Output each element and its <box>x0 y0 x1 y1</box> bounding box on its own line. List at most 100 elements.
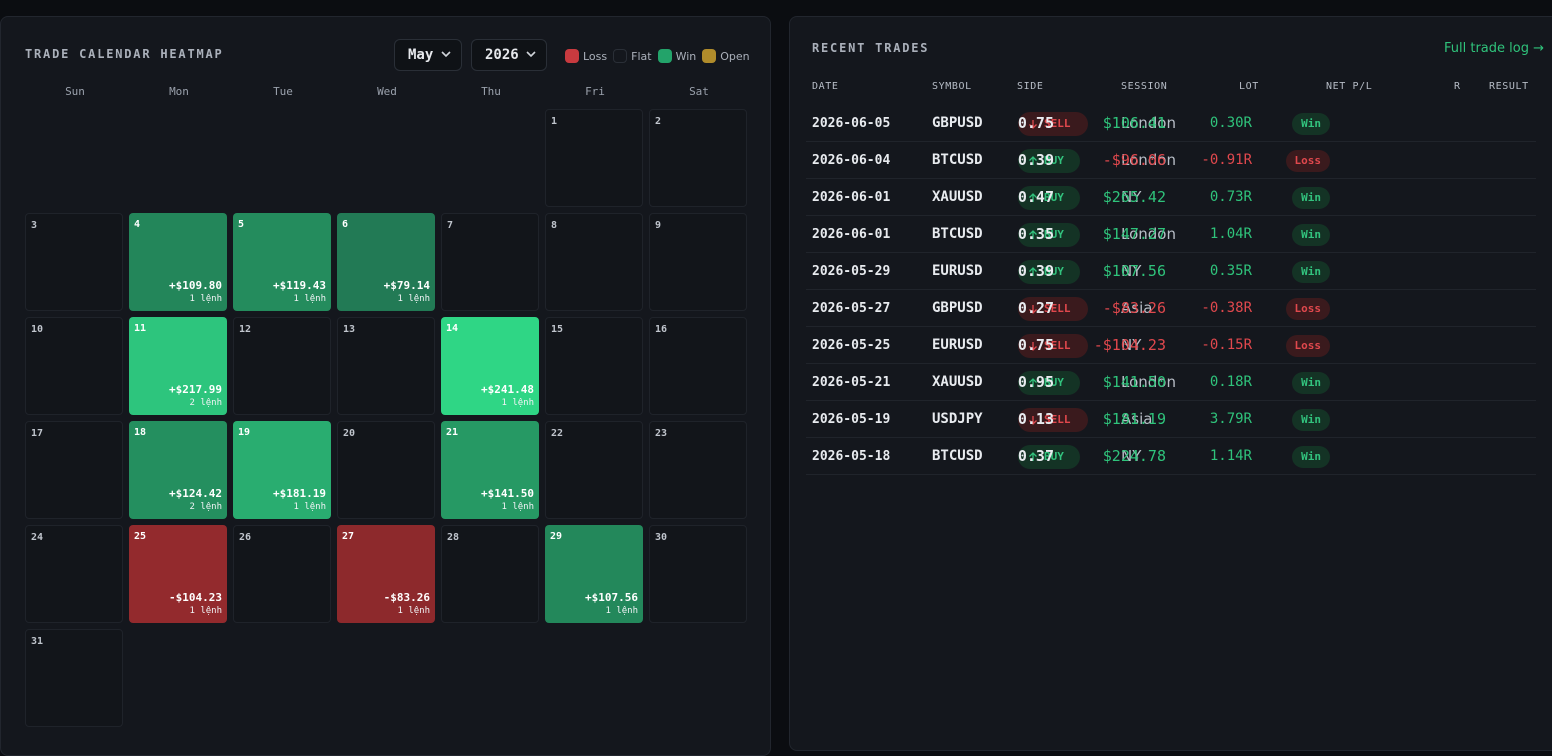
trade-lot: 0.39 <box>1017 151 1054 169</box>
day-pnl: +$79.14 <box>383 279 430 292</box>
table-row[interactable]: 2026-05-25 EURUSD SELL NY 0.75 -$104.23 -0.15R… <box>806 327 1536 364</box>
calendar-day-cell[interactable]: 31 <box>25 629 123 727</box>
calendar-day-cell[interactable]: 5 +$119.43 1 lệnh <box>233 213 331 311</box>
calendar-day-cell[interactable]: 11 +$217.99 2 lệnh <box>129 317 227 415</box>
calendar-day-cell[interactable]: 20 <box>337 421 435 519</box>
calendar-day-cell[interactable]: 21 +$141.50 1 lệnh <box>441 421 539 519</box>
trade-net-pnl: -$83.26 <box>1102 299 1166 317</box>
trade-symbol: USDJPY <box>932 411 983 427</box>
trade-lot: 0.47 <box>1017 188 1054 206</box>
col-header-result[interactable]: RESULT <box>1489 81 1529 92</box>
calendar-day-cell[interactable]: 13 <box>337 317 435 415</box>
trade-r-multiple: 0.35R <box>1209 263 1252 279</box>
calendar-day-cell[interactable]: 15 <box>545 317 643 415</box>
trade-session: London <box>1121 373 1176 391</box>
calendar-day-cell[interactable]: 4 +$109.80 1 lệnh <box>129 213 227 311</box>
legend-open-swatch <box>702 49 717 63</box>
calendar-day-cell[interactable]: 24 <box>25 525 123 623</box>
table-row[interactable]: 2026-06-01 BTCUSD BUY London 0.35 $147.27 1.04… <box>806 216 1536 253</box>
full-trade-log-link[interactable]: Full trade log → <box>1444 41 1544 56</box>
calendar-day-cell[interactable]: 10 <box>25 317 123 415</box>
col-header-r[interactable]: R <box>1454 81 1461 92</box>
heatmap-legend: Loss Flat Win Open <box>565 48 756 64</box>
weekday-label: Fri <box>585 85 605 98</box>
year-select-value: 2026 <box>485 47 519 63</box>
trade-net-pnl: $141.50 <box>1102 373 1166 391</box>
calendar-day-cell[interactable]: 18 +$124.42 2 lệnh <box>129 421 227 519</box>
calendar-day-cell[interactable]: 19 +$181.19 1 lệnh <box>233 421 331 519</box>
trade-r-multiple: 1.04R <box>1209 226 1252 242</box>
calendar-day-cell[interactable]: 29 +$107.56 1 lệnh <box>545 525 643 623</box>
col-header-lot[interactable]: LOT <box>1239 81 1259 92</box>
day-pnl: +$141.50 <box>481 487 534 500</box>
calendar-day-cell[interactable]: 17 <box>25 421 123 519</box>
trade-r-multiple: -0.38R <box>1201 300 1252 316</box>
side-label: SELL <box>1044 413 1071 426</box>
col-header-net[interactable]: NET P/L <box>1326 81 1373 92</box>
calendar-day-cell[interactable]: 16 <box>649 317 747 415</box>
day-number: 16 <box>655 324 668 335</box>
day-trade-count: 1 lệnh <box>397 294 430 304</box>
calendar-day-cell[interactable]: 3 <box>25 213 123 311</box>
day-number: 18 <box>134 427 147 438</box>
col-header-side[interactable]: SIDE <box>1017 81 1044 92</box>
table-row[interactable]: 2026-05-27 GBPUSD SELL Asia 0.27 -$83.26 -0.38… <box>806 290 1536 327</box>
side-label: BUY <box>1044 450 1064 463</box>
calendar-day-cell[interactable]: 22 <box>545 421 643 519</box>
calendar-day-cell[interactable]: 2 <box>649 109 747 207</box>
trade-symbol: GBPUSD <box>932 300 983 316</box>
calendar-day-cell[interactable]: 27 -$83.26 1 lệnh <box>337 525 435 623</box>
col-header-session[interactable]: SESSION <box>1121 81 1168 92</box>
calendar-day-cell[interactable]: 25 -$104.23 1 lệnh <box>129 525 227 623</box>
result-badge: Win <box>1292 224 1330 246</box>
legend-loss: Loss <box>565 49 607 63</box>
month-select-value: May <box>408 47 434 63</box>
day-number: 31 <box>31 636 44 647</box>
trade-date: 2026-05-29 <box>812 264 891 279</box>
day-pnl: -$104.23 <box>169 591 222 604</box>
day-number: 22 <box>551 428 564 439</box>
table-row[interactable]: 2026-06-04 BTCUSD BUY London 0.39 -$96.06 -0.9… <box>806 142 1536 179</box>
table-row[interactable]: 2026-05-18 BTCUSD BUY NY 0.37 $224.78 1.14R Win <box>806 438 1536 475</box>
col-header-date[interactable]: DATE <box>812 81 839 92</box>
calendar-day-cell[interactable]: 9 <box>649 213 747 311</box>
table-row[interactable]: 2026-06-01 XAUUSD BUY NY 0.47 $265.42 0.73R Win <box>806 179 1536 216</box>
legend-open: Open <box>702 49 750 63</box>
calendar-day-cell[interactable]: 1 <box>545 109 643 207</box>
calendar-panel: TRADE CALENDAR HEATMAP May 2026 Loss Fla… <box>0 16 771 756</box>
recent-trades-panel: RECENT TRADES Full trade log → DATE SYMB… <box>789 16 1552 751</box>
calendar-day-cell[interactable]: 28 <box>441 525 539 623</box>
day-number: 15 <box>551 324 564 335</box>
day-pnl: +$124.42 <box>169 487 222 500</box>
result-badge: Win <box>1292 187 1330 209</box>
day-number: 28 <box>447 532 460 543</box>
month-select[interactable]: May <box>394 39 462 71</box>
table-row[interactable]: 2026-05-21 XAUUSD BUY London 0.95 $141.50 0.18… <box>806 364 1536 401</box>
side-badge: SELL <box>1018 112 1088 136</box>
table-row[interactable]: 2026-05-29 EURUSD BUY NY 0.39 $107.56 0.35R Win <box>806 253 1536 290</box>
trade-session: NY <box>1121 447 1142 465</box>
table-row[interactable]: 2026-06-05 GBPUSD SELL London 0.75 $106.41 0.3… <box>806 105 1536 142</box>
day-number: 10 <box>31 324 44 335</box>
trade-symbol: XAUUSD <box>932 189 983 205</box>
col-header-symbol[interactable]: SYMBOL <box>932 81 972 92</box>
calendar-day-cell[interactable]: 14 +$241.48 1 lệnh <box>441 317 539 415</box>
result-badge: Loss <box>1285 335 1330 357</box>
year-select[interactable]: 2026 <box>471 39 547 71</box>
calendar-day-cell[interactable]: 30 <box>649 525 747 623</box>
trade-r-multiple: 3.79R <box>1209 411 1252 427</box>
calendar-day-cell[interactable]: 12 <box>233 317 331 415</box>
calendar-day-cell[interactable]: 23 <box>649 421 747 519</box>
calendar-day-cell[interactable]: 8 <box>545 213 643 311</box>
weekday-label: Wed <box>377 85 397 98</box>
table-row[interactable]: 2026-05-19 USDJPY SELL Asia 0.13 $181.19 3.79R… <box>806 401 1536 438</box>
calendar-day-cell[interactable]: 7 <box>441 213 539 311</box>
side-badge: BUY <box>1018 371 1080 395</box>
side-badge: SELL <box>1018 408 1088 432</box>
result-badge: Win <box>1292 372 1330 394</box>
day-trade-count: 1 lệnh <box>501 398 534 408</box>
calendar-day-cell[interactable]: 26 <box>233 525 331 623</box>
arrow-up-icon <box>1029 452 1037 461</box>
calendar-day-cell[interactable]: 6 +$79.14 1 lệnh <box>337 213 435 311</box>
trade-r-multiple: -0.91R <box>1201 152 1252 168</box>
